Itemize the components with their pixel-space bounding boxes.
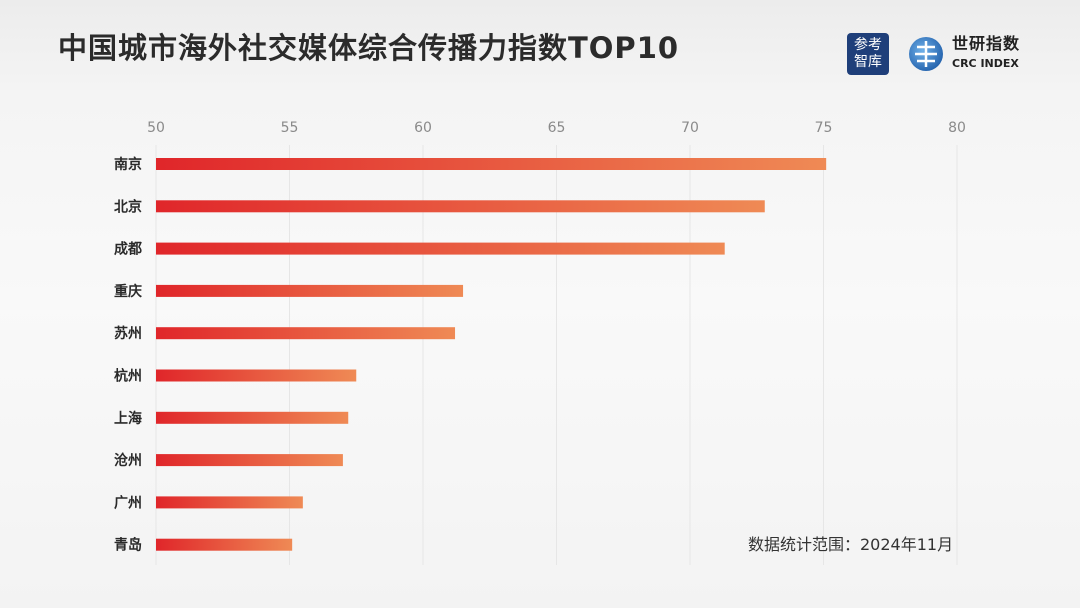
category-label: 沧州	[114, 452, 142, 469]
x-tick-label: 65	[548, 120, 566, 136]
bar-北京	[156, 200, 765, 213]
category-label: 成都	[114, 241, 142, 258]
x-tick-label: 75	[815, 120, 833, 136]
category-label: 南京	[114, 156, 142, 173]
x-tick-label: 70	[681, 120, 699, 136]
bar-杭州	[156, 369, 357, 382]
data-range-note: 数据统计范围：2024年11月	[748, 535, 954, 554]
bar-青岛	[156, 538, 293, 551]
category-label: 重庆	[114, 283, 142, 300]
bar-重庆	[156, 284, 464, 297]
x-tick-label: 60	[414, 120, 432, 136]
crc-index-logo: 世研指数 CRC INDEX	[906, 34, 1046, 76]
category-label: 广州	[114, 494, 142, 511]
brand-name-en: CRC INDEX	[952, 57, 1019, 70]
category-label: 杭州	[114, 368, 142, 385]
x-tick-label: 80	[948, 120, 966, 136]
bar-南京	[156, 158, 827, 170]
category-label: 苏州	[114, 325, 142, 342]
globe-icon	[909, 37, 943, 71]
category-label: 北京	[114, 198, 142, 215]
logo-text: 参考智库	[854, 37, 882, 70]
category-label: 青岛	[114, 537, 142, 554]
category-label: 上海	[114, 410, 142, 427]
x-tick-label: 50	[147, 120, 165, 136]
bar-上海	[156, 411, 349, 424]
chart-title: 中国城市海外社交媒体综合传播力指数TOP10	[58, 31, 680, 65]
bar-苏州	[156, 327, 456, 340]
bar-广州	[156, 496, 303, 509]
brand-name-cn: 世研指数	[952, 34, 1021, 53]
bar-沧州	[156, 454, 343, 467]
cankao-zhiku-logo: 参考智库	[847, 33, 889, 75]
bar-成都	[156, 242, 725, 255]
x-tick-label: 55	[281, 120, 299, 136]
